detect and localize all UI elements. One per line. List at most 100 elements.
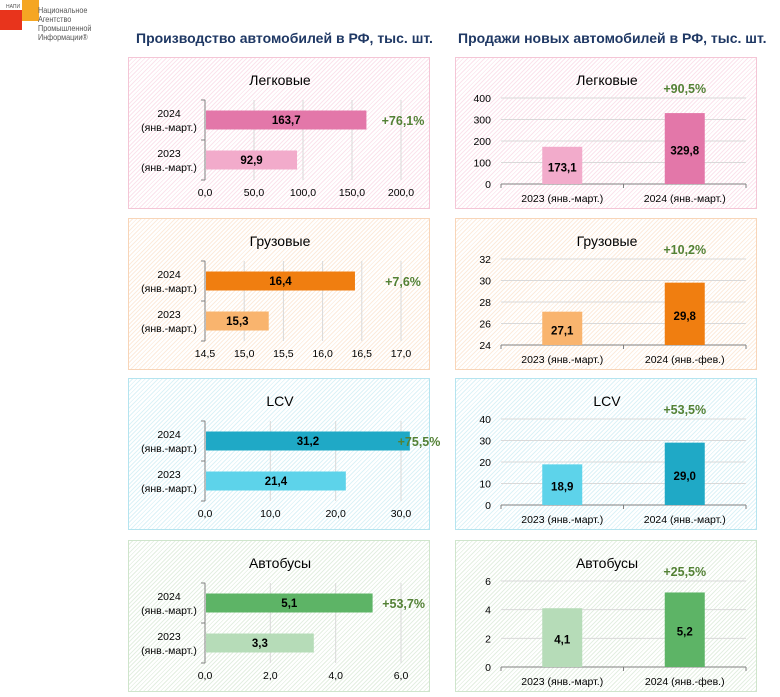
bar-value-label: 3,3 [252, 638, 268, 650]
tick-label: 10,0 [260, 508, 281, 520]
tick-label: 24 [479, 340, 491, 352]
tick-label: 14,5 [195, 348, 216, 360]
logo-red-square [0, 10, 22, 30]
tick-label: 200 [473, 136, 491, 148]
bar [206, 271, 355, 291]
logo-line: Национальное [38, 5, 88, 15]
chart-svg: Автобусы 0 2 4 6 4,1 2023 (янв.-март.) 5,2 2024 … [485, 555, 747, 688]
category-label: 2023 [157, 309, 181, 321]
tick-label: 15,0 [234, 348, 255, 360]
tick-label: 30 [479, 436, 491, 448]
growth-label: +75,5% [398, 435, 441, 449]
bar [542, 311, 583, 345]
chart-prod-buses: Автобусы 0,0 2,0 4,0 6,0 5,1 2024 (янв.-март.) 3… [128, 540, 430, 692]
bar [206, 311, 269, 331]
tick-label: 20,0 [325, 508, 346, 520]
logo-tag: НАПИ [6, 4, 21, 10]
chart-prod-trucks: Грузовые 14,5 15,0 15,5 16,0 16,5 17,0 16,4 2024… [128, 218, 430, 370]
bar-value-label: 18,9 [551, 482, 573, 494]
tick-label: 0 [485, 662, 491, 674]
tick-label: 17,0 [391, 348, 412, 360]
chart-sales-lcv: LCV 0 10 20 30 40 18,9 2023 (янв.-март.) 29,0 202… [455, 378, 757, 530]
category-label: 2024 (янв.-март.) [644, 193, 726, 205]
chart-prod-lcv: LCV 0,0 10,0 20,0 30,0 31,2 2024 (янв.-март.) 21… [128, 378, 440, 530]
chart-svg: Легковые 0,0 50,0 100,0 150,0 200,0 163,7 2024 (… [141, 72, 425, 199]
growth-label: +76,1% [382, 114, 425, 128]
category-label: 2023 (янв.-март.) [521, 514, 603, 526]
tick-label: 20 [479, 457, 491, 469]
chart-title: Грузовые [250, 233, 311, 249]
growth-label: +53,7% [382, 597, 425, 611]
chart-sales-passenger: Легковые 0 100 200 300 400 173,1 2023 (янв.-мар… [455, 57, 757, 209]
bar-value-label: 92,9 [240, 155, 262, 167]
category-label: 2023 (янв.-март.) [521, 354, 603, 366]
chart-title: Автобусы [576, 555, 638, 571]
tick-label: 100,0 [290, 187, 316, 199]
sales-header: Продажи новых автомобилей в РФ, тыс. шт. [458, 30, 767, 46]
bar [206, 110, 367, 130]
bar-value-label: 29,0 [674, 471, 696, 483]
tick-label: 400 [473, 93, 491, 105]
tick-label: 16,5 [352, 348, 373, 360]
chart-svg: Легковые 0 100 200 300 400 173,1 2023 (янв.-мар… [473, 72, 747, 205]
bar-value-label: 31,2 [297, 436, 319, 448]
growth-label: +10,2% [663, 243, 706, 257]
tick-label: 0,0 [198, 187, 213, 199]
production-header: Производство автомобилей в РФ, тыс. шт. [136, 30, 433, 46]
bar [664, 442, 705, 505]
chart-svg: Грузовые 14,5 15,0 15,5 16,0 16,5 17,0 16,4 2024… [141, 233, 421, 360]
category-label: 2023 [157, 469, 181, 481]
bar [664, 592, 705, 667]
chart-title: Грузовые [577, 233, 638, 249]
growth-label: +7,6% [385, 275, 421, 289]
tick-label: 15,5 [273, 348, 294, 360]
category-label: 2024 [157, 108, 181, 120]
chart-title: Автобусы [249, 555, 311, 571]
chart-svg: Грузовые 24 26 28 30 32 27,1 2023 (янв.-март.) 2… [479, 233, 747, 366]
tick-label: 6,0 [394, 670, 409, 682]
bar [664, 282, 705, 345]
bar-value-label: 5,2 [677, 627, 693, 639]
chart-title: Легковые [576, 72, 638, 88]
chart-svg: LCV 0,0 10,0 20,0 30,0 31,2 2024 (янв.-март.) 21… [141, 393, 440, 520]
bar-value-label: 27,1 [551, 325, 574, 337]
chart-title: LCV [266, 393, 294, 409]
category-label: 2024 (янв.-фев.) [645, 676, 725, 688]
tick-label: 4 [485, 605, 491, 617]
category-label: 2024 [157, 591, 181, 603]
bar-value-label: 329,8 [670, 146, 699, 158]
tick-label: 10 [479, 479, 491, 491]
growth-label: +25,5% [663, 565, 706, 579]
logo-orange-square [22, 0, 39, 21]
bar [542, 464, 583, 505]
category-label: (янв.-март.) [141, 323, 197, 335]
chart-sales-buses: Автобусы 0 2 4 6 4,1 2023 (янв.-март.) 5,2 2024 … [455, 540, 757, 692]
category-label: 2023 [157, 148, 181, 160]
chart-prod-passenger: Легковые 0,0 50,0 100,0 150,0 200,0 163,7 2024 (… [128, 57, 430, 209]
tick-label: 2 [485, 633, 491, 645]
tick-label: 0 [485, 179, 491, 191]
tick-label: 4,0 [328, 670, 343, 682]
bar-value-label: 173,1 [548, 162, 577, 174]
tick-label: 300 [473, 115, 491, 127]
chart-sales-trucks: Грузовые 24 26 28 30 32 27,1 2023 (янв.-март.) 2… [455, 218, 757, 370]
tick-label: 30,0 [391, 508, 412, 520]
bar [542, 608, 583, 667]
bar-value-label: 15,3 [226, 316, 248, 328]
category-label: (янв.-март.) [141, 483, 197, 495]
tick-label: 50,0 [244, 187, 265, 199]
bar-value-label: 5,1 [281, 598, 298, 610]
category-label: 2024 (янв.-март.) [644, 514, 726, 526]
category-label: (янв.-март.) [141, 443, 197, 455]
bar-value-label: 29,8 [674, 311, 697, 323]
category-label: (янв.-март.) [141, 162, 197, 174]
chart-svg: LCV 0 10 20 30 40 18,9 2023 (янв.-март.) 29,0 202… [479, 393, 747, 526]
tick-label: 2,0 [263, 670, 278, 682]
category-label: 2023 [157, 631, 181, 643]
growth-label: +53,5% [663, 403, 706, 417]
logo-line: Агентство [38, 14, 72, 24]
bar [206, 593, 373, 613]
tick-label: 26 [479, 319, 491, 331]
category-label: 2023 (янв.-март.) [521, 676, 603, 688]
tick-label: 100 [473, 158, 491, 170]
